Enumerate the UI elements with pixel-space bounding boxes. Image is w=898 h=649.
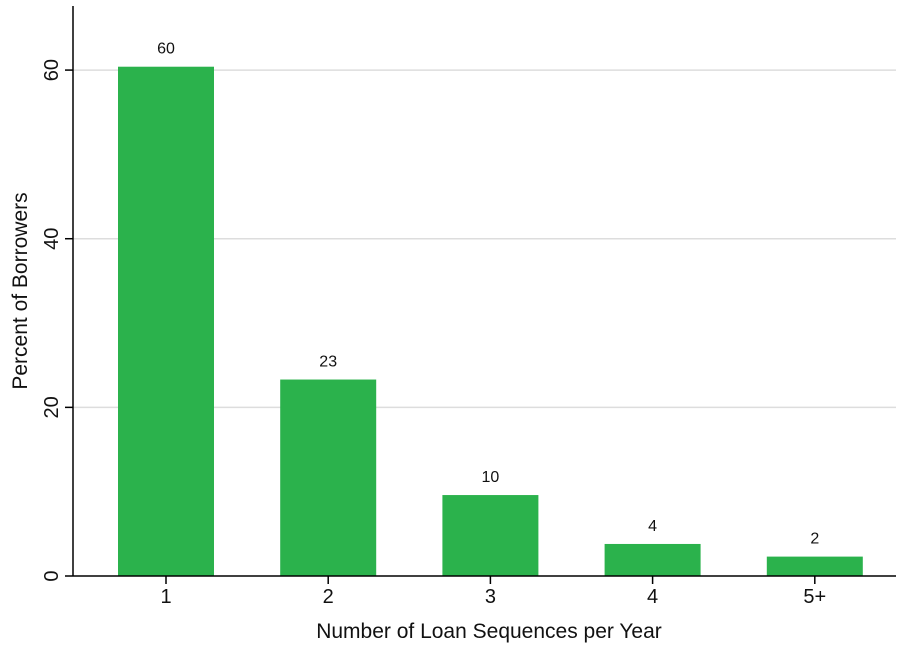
axes bbox=[72, 6, 896, 577]
y-tick-label: 60 bbox=[41, 59, 63, 81]
bar bbox=[604, 543, 701, 576]
x-tick-label: 2 bbox=[323, 586, 334, 608]
data-labels: 60 23 10 4 2 bbox=[157, 41, 819, 548]
x-tick-label: 5+ bbox=[803, 586, 826, 608]
bar-data-label: 2 bbox=[810, 531, 819, 548]
x-ticks: 1 2 3 4 5+ bbox=[160, 576, 826, 608]
bar bbox=[280, 379, 377, 576]
bar-data-label: 23 bbox=[319, 354, 337, 371]
bar bbox=[766, 556, 863, 576]
y-tick-label: 40 bbox=[41, 228, 63, 250]
bar-data-label: 60 bbox=[157, 41, 175, 58]
bars bbox=[118, 66, 863, 577]
y-axis-title: Percent of Borrowers bbox=[9, 192, 32, 389]
x-tick-label: 1 bbox=[160, 586, 171, 608]
bar bbox=[118, 66, 214, 577]
x-axis-title: Number of Loan Sequences per Year bbox=[316, 620, 662, 643]
x-tick-label: 4 bbox=[647, 586, 658, 608]
bar bbox=[442, 495, 539, 576]
y-ticks: 0 20 40 60 bbox=[41, 59, 73, 582]
y-tick-label: 20 bbox=[41, 396, 63, 418]
bar-data-label: 10 bbox=[482, 469, 500, 486]
bar-data-label: 4 bbox=[648, 518, 657, 535]
y-tick-label: 0 bbox=[41, 570, 63, 581]
x-tick-label: 3 bbox=[485, 586, 496, 608]
